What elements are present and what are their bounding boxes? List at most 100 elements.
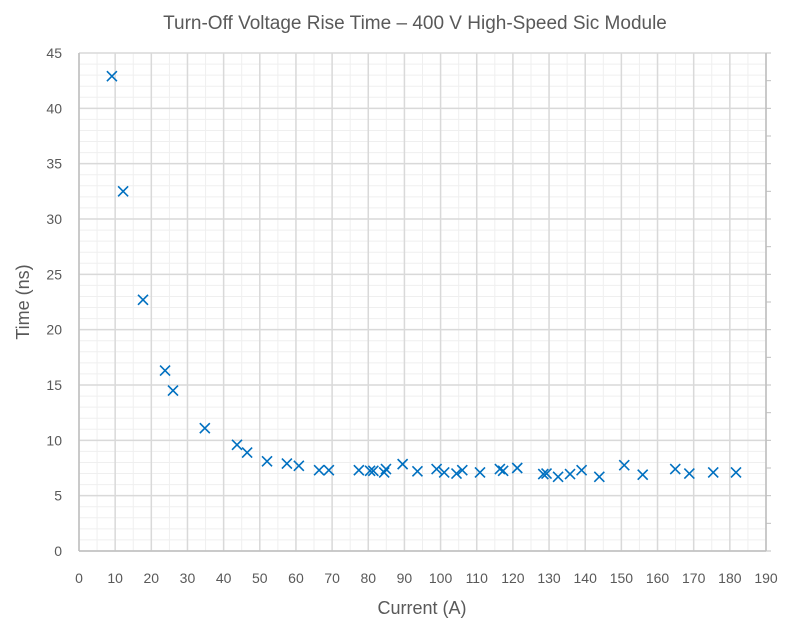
data-point-marker — [411, 465, 424, 477]
x-tick-label: 110 — [466, 570, 489, 586]
data-point-marker — [293, 460, 305, 472]
marker-stroke — [281, 458, 293, 470]
x-tick-label: 140 — [574, 570, 598, 586]
data-point-marker — [353, 464, 365, 476]
data-point-marker — [323, 464, 335, 476]
marker-stroke — [683, 467, 695, 480]
marker-stroke — [669, 463, 681, 475]
data-point-marker — [576, 464, 588, 476]
marker-stroke — [497, 465, 509, 477]
data-point-marker — [367, 465, 379, 477]
data-point-marker — [564, 468, 576, 480]
marker-stroke — [576, 464, 588, 476]
marker-stroke — [564, 468, 576, 480]
x-tick-label: 170 — [682, 570, 706, 586]
marker-stroke — [353, 464, 365, 476]
data-point-marker — [431, 463, 443, 475]
data-point-marker — [281, 458, 293, 470]
marker-stroke — [494, 463, 506, 475]
y-tick-label: 25 — [46, 266, 62, 282]
data-point-marker — [380, 463, 392, 475]
data-point-marker — [199, 422, 211, 434]
x-tick-label: 90 — [397, 570, 413, 586]
marker-stroke — [293, 460, 305, 472]
marker-stroke — [137, 294, 149, 306]
marker-stroke — [438, 466, 450, 478]
marker-stroke — [397, 458, 409, 470]
y-axis-label: Time (ns) — [13, 264, 33, 339]
x-tick-label: 180 — [718, 570, 742, 586]
data-point-marker — [167, 384, 179, 397]
data-point-marker — [730, 466, 742, 478]
marker-stroke — [167, 384, 179, 397]
x-axis-label: Current (A) — [377, 598, 466, 618]
x-tick-label: 60 — [288, 570, 304, 586]
data-point-marker — [669, 463, 681, 475]
marker-stroke — [378, 466, 390, 478]
marker-stroke — [106, 70, 118, 82]
data-point-marker — [683, 467, 695, 480]
x-tick-label: 20 — [144, 570, 160, 586]
data-point-marker — [438, 466, 450, 478]
marker-stroke — [159, 365, 171, 377]
y-tick-label: 30 — [46, 211, 62, 227]
data-point-marker — [313, 464, 325, 476]
chart-title: Turn-Off Voltage Rise Time – 400 V High-… — [163, 13, 667, 34]
y-tick-label: 40 — [46, 100, 62, 116]
x-tick-label: 50 — [252, 570, 268, 586]
marker-stroke — [537, 468, 549, 480]
marker-stroke — [474, 466, 486, 478]
data-points — [106, 70, 742, 483]
marker-stroke — [618, 459, 630, 471]
axes — [78, 52, 771, 552]
y-tick-label: 45 — [46, 45, 62, 61]
marker-stroke — [231, 439, 243, 451]
marker-stroke — [431, 463, 443, 475]
data-point-marker — [707, 466, 719, 478]
data-point-marker — [537, 468, 549, 480]
marker-stroke — [593, 471, 605, 483]
marker-stroke — [540, 467, 553, 480]
minor-gridlines — [79, 53, 766, 551]
x-tick-label: 190 — [754, 570, 778, 586]
data-point-marker — [593, 471, 605, 483]
data-point-marker — [378, 466, 390, 478]
data-point-marker — [364, 465, 376, 477]
x-tick-label: 70 — [324, 570, 340, 586]
marker-stroke — [411, 465, 424, 477]
data-point-marker — [511, 462, 523, 474]
y-tick-label: 15 — [46, 377, 62, 393]
x-tick-labels: 0 10 20 30 40 50 60 70 80 90 100 110 120 130 140 150 160… — [75, 570, 778, 586]
marker-stroke — [199, 422, 211, 434]
data-point-marker — [456, 464, 468, 476]
x-tick-label: 160 — [646, 570, 670, 586]
marker-stroke — [456, 464, 468, 476]
data-point-marker — [231, 439, 243, 451]
data-point-marker — [397, 458, 409, 470]
x-tick-label: 80 — [360, 570, 376, 586]
marker-stroke — [364, 465, 376, 477]
data-point-marker — [241, 446, 253, 459]
marker-stroke — [313, 464, 325, 476]
marker-stroke — [707, 466, 719, 478]
data-point-marker — [637, 469, 649, 481]
data-point-marker — [261, 455, 273, 467]
marker-stroke — [261, 455, 273, 467]
marker-stroke — [367, 465, 379, 477]
data-point-marker — [137, 294, 149, 306]
marker-stroke — [241, 446, 253, 459]
marker-stroke — [380, 463, 392, 475]
data-point-marker — [106, 70, 118, 82]
data-point-marker — [474, 466, 486, 478]
data-point-marker — [618, 459, 630, 471]
marker-stroke — [730, 466, 742, 478]
x-tick-label: 100 — [429, 570, 453, 586]
y-tick-label: 10 — [46, 432, 62, 448]
x-tick-label: 130 — [537, 570, 561, 586]
x-tick-label: 40 — [216, 570, 232, 586]
x-tick-label: 150 — [610, 570, 634, 586]
data-point-marker — [494, 463, 506, 475]
y-tick-label: 20 — [46, 322, 62, 338]
data-point-marker — [159, 365, 171, 377]
data-point-marker — [117, 185, 129, 197]
